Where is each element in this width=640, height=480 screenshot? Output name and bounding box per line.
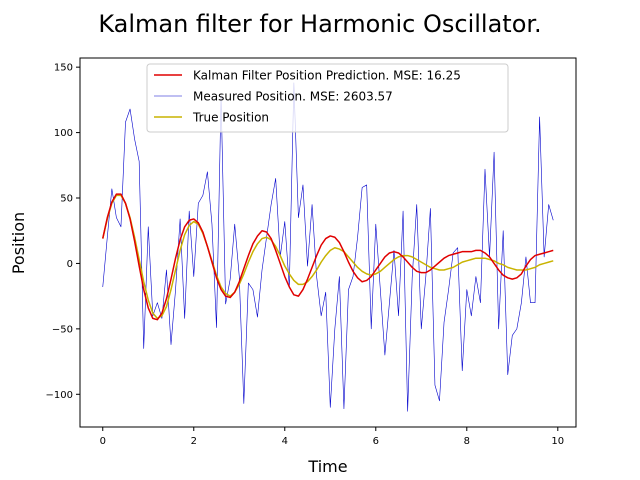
y-tick-label: 100	[54, 128, 73, 139]
x-tick-label: 10	[551, 436, 564, 447]
x-tick-label: 4	[282, 436, 288, 447]
x-tick-label: 0	[100, 436, 106, 447]
x-axis-label: Time	[307, 457, 347, 476]
y-tick-label: 50	[60, 194, 73, 205]
series-line-1	[102, 82, 554, 412]
legend-label-0: Kalman Filter Position Prediction. MSE: …	[193, 69, 461, 83]
legend-label-2: True Position	[192, 111, 269, 125]
legend-box	[146, 63, 509, 133]
series-layer	[102, 82, 554, 412]
x-tick-label: 6	[373, 436, 379, 447]
y-axis-label: Position	[9, 212, 28, 274]
plot-frame	[79, 57, 577, 428]
series-line-2	[102, 194, 554, 320]
chart-title: Kalman filter for Harmonic Oscillator.	[98, 10, 541, 38]
x-tick-label: 2	[191, 436, 197, 447]
y-tick-label: 150	[54, 63, 73, 74]
y-tick-label: −100	[46, 390, 73, 401]
y-axis: −100 −50 0 50 100 150	[46, 63, 80, 401]
x-axis: 0 2 4 6 8 10	[100, 427, 564, 447]
series-line-0	[102, 193, 554, 321]
y-tick-label: 0	[67, 259, 73, 270]
legend: Kalman Filter Position Prediction. MSE: …	[146, 63, 509, 133]
y-tick-label: −50	[52, 324, 73, 335]
legend-label-1: Measured Position. MSE: 2603.57	[193, 90, 393, 104]
x-tick-label: 8	[464, 436, 470, 447]
